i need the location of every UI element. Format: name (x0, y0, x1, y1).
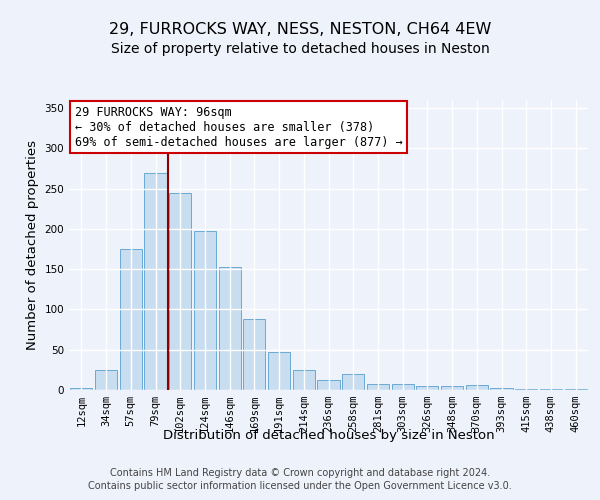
Bar (218, 267, 241, 390)
Bar (416, 386, 439, 390)
Text: Size of property relative to detached houses in Neston: Size of property relative to detached ho… (110, 42, 490, 56)
Bar (70, 388, 92, 390)
Bar (145, 172, 167, 390)
Bar (293, 370, 315, 390)
Text: Contains HM Land Registry data © Crown copyright and database right 2024.: Contains HM Land Registry data © Crown c… (110, 468, 490, 477)
Bar (392, 384, 414, 390)
Bar (342, 374, 364, 390)
Bar (515, 389, 538, 390)
Text: Contains public sector information licensed under the Open Government Licence v3: Contains public sector information licen… (88, 481, 512, 491)
Bar (466, 385, 488, 390)
Bar (119, 249, 142, 390)
Bar (268, 352, 290, 390)
Text: 29 FURROCKS WAY: 96sqm
← 30% of detached houses are smaller (378)
69% of semi-de: 29 FURROCKS WAY: 96sqm ← 30% of detached… (74, 106, 403, 148)
Bar (441, 386, 463, 390)
Bar (243, 319, 265, 390)
Bar (95, 370, 117, 390)
Text: 29, FURROCKS WAY, NESS, NESTON, CH64 4EW: 29, FURROCKS WAY, NESS, NESTON, CH64 4EW (109, 22, 491, 38)
Bar (317, 380, 340, 390)
Bar (169, 192, 191, 390)
Bar (194, 230, 216, 390)
Bar (490, 388, 512, 390)
Bar (540, 389, 562, 390)
Text: Distribution of detached houses by size in Neston: Distribution of detached houses by size … (163, 428, 494, 442)
Bar (565, 389, 587, 390)
Y-axis label: Number of detached properties: Number of detached properties (26, 140, 39, 350)
Bar (367, 384, 389, 390)
